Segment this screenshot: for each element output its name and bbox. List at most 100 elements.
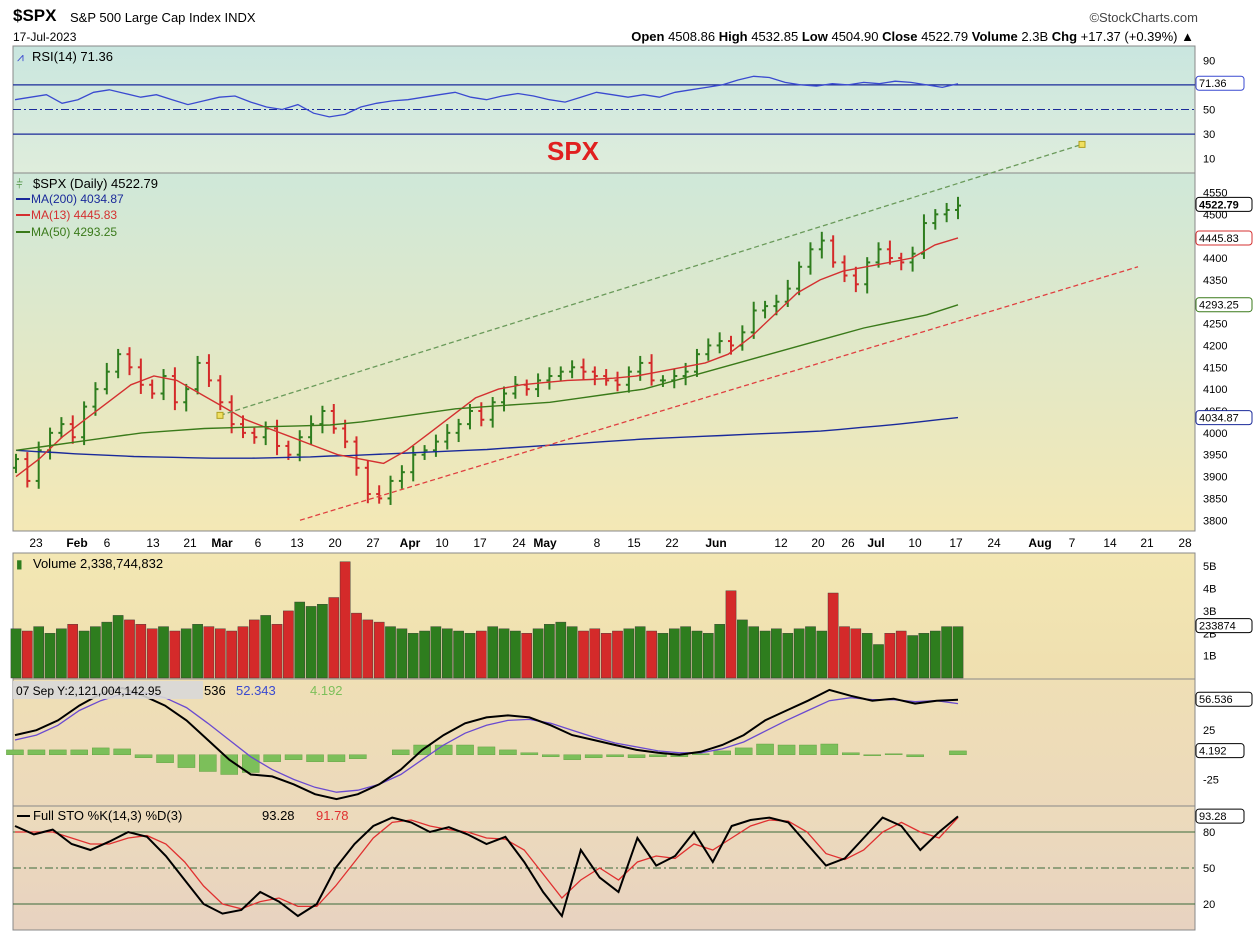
macd-hist-bar-9 xyxy=(199,754,217,772)
macd-hist-bar-27 xyxy=(584,754,603,758)
volume-bar-61 xyxy=(703,633,714,679)
macd-hist-bar-37 xyxy=(799,744,817,756)
rsi-legend: RSI(14) 71.36 xyxy=(32,49,113,64)
x-tick-1: Feb xyxy=(66,536,87,550)
volume-bar-60 xyxy=(691,630,703,679)
volume-bar-0 xyxy=(10,628,22,679)
volume-bar-33 xyxy=(385,626,396,679)
volume-bar-57 xyxy=(657,633,669,679)
x-tick-29: 21 xyxy=(1140,536,1154,550)
sto-tick-1: 50 xyxy=(1203,863,1215,875)
macd-hist-bar-1 xyxy=(27,749,46,756)
volume-bar-81 xyxy=(930,630,941,679)
volume-bar-74 xyxy=(850,628,862,679)
macd-tick-1: 25 xyxy=(1203,725,1215,737)
volume-bar-34 xyxy=(396,628,408,679)
volume-last-box xyxy=(1195,618,1253,634)
macd-hist-bar-35 xyxy=(756,743,774,756)
ma13-legend: MA(13) 4445.83 xyxy=(31,208,117,222)
macd-hist-bar-3 xyxy=(70,749,88,756)
price-legend: $SPX (Daily) 4522.79 xyxy=(33,176,158,191)
volume-bar-39 xyxy=(453,630,464,679)
macd-hist-bar-12 xyxy=(263,754,281,762)
macd-hist-bar-39 xyxy=(842,752,860,755)
macd-tooltip-box xyxy=(13,681,203,699)
volume-bar-23 xyxy=(271,624,283,679)
volume-bar-40 xyxy=(464,633,476,679)
volume-bar-20 xyxy=(237,626,249,679)
volume-bar-76 xyxy=(873,644,884,679)
chart-date: 17-Jul-2023 xyxy=(13,30,77,44)
macd-hist-bar-36 xyxy=(777,744,796,756)
volume-tick-2: 3B xyxy=(1203,606,1216,618)
macd-hist-bar-4 xyxy=(91,747,110,756)
spx-annotation: SPX xyxy=(547,136,600,166)
x-tick-6: 6 xyxy=(255,536,262,550)
price-tick-4: 4350 xyxy=(1203,275,1227,287)
volume-bar-49 xyxy=(566,626,578,679)
x-tick-7: 13 xyxy=(290,536,304,550)
sto-tick-2: 20 xyxy=(1203,899,1215,911)
macd-hist-bar-42 xyxy=(906,754,924,757)
x-tick-11: 10 xyxy=(435,536,449,550)
volume-bar-70 xyxy=(805,626,816,679)
stochastic-legend-k: 93.28 xyxy=(262,808,295,823)
lower-trendline xyxy=(299,266,1139,521)
macd-hist-bar-40 xyxy=(863,754,882,756)
macd-hist-bar-34 xyxy=(734,747,753,756)
rsi-legend-icon: ⩘ xyxy=(17,50,24,64)
volume-bar-66 xyxy=(759,630,771,679)
macd-hist-last-label: 4.192 xyxy=(1199,746,1227,758)
volume-bar-56 xyxy=(646,630,657,679)
macd-hist-last-box xyxy=(1195,743,1245,759)
macd-hist-bar-0 xyxy=(6,749,24,756)
ma200-last-box xyxy=(1195,410,1253,426)
volume-bar-6 xyxy=(78,630,90,679)
price-tick-1: 4500 xyxy=(1203,209,1227,221)
ma50-legend: MA(50) 4293.25 xyxy=(31,225,117,239)
price-tick-14: 3850 xyxy=(1203,493,1227,505)
sto-last-box xyxy=(1195,808,1245,824)
x-tick-24: 17 xyxy=(949,536,963,550)
volume-bar-32 xyxy=(373,621,385,679)
macd-hist-bar-18 xyxy=(392,749,410,756)
volume-bar-1 xyxy=(22,630,33,679)
rsi-line xyxy=(14,75,959,118)
ohlc-bar: Open 4508.86 High 4532.85 Low 4504.90 Cl… xyxy=(631,29,1194,44)
x-tick-18: Jun xyxy=(705,536,726,550)
volume-bar-43 xyxy=(498,628,510,679)
macd-legend-signal: 52.343 xyxy=(236,683,276,698)
macd-hist-bar-33 xyxy=(713,750,732,756)
x-tick-20: 20 xyxy=(811,536,825,550)
macd-hist-bar-15 xyxy=(327,754,346,762)
macd-legend-hist: 4.192 xyxy=(310,683,343,698)
volume-bar-77 xyxy=(884,633,896,679)
x-tick-12: 17 xyxy=(473,536,487,550)
volume-bar-2 xyxy=(33,626,44,679)
chart-header: $SPX S&P 500 Large Cap Index INDX 17-Jul… xyxy=(0,0,1254,46)
macd-tooltip: 07 Sep Y:2,121,004,142.95 xyxy=(16,684,162,698)
upper-trendline xyxy=(219,143,1083,416)
price-legend-icon: ⫩ xyxy=(16,177,23,191)
volume-bar-45 xyxy=(521,633,532,679)
x-tick-10: Apr xyxy=(400,536,421,550)
volume-bar-72 xyxy=(827,592,839,679)
price-tick-0: 4550 xyxy=(1203,187,1227,199)
price-tick-15: 3800 xyxy=(1203,515,1227,527)
macd-signal-line xyxy=(14,692,959,793)
volume-bar-55 xyxy=(634,626,646,679)
volume-bar-41 xyxy=(476,630,487,679)
rsi-tick-3: 30 xyxy=(1203,129,1215,141)
volume-legend: Volume 2,338,744,832 xyxy=(33,556,163,571)
ma13-last-label: 4445.83 xyxy=(1199,233,1239,245)
volume-bar-27 xyxy=(317,604,328,679)
volume-bar-5 xyxy=(67,624,78,679)
rsi-tick-4: 10 xyxy=(1203,154,1215,166)
volume-bar-82 xyxy=(941,626,952,679)
sto-d-line xyxy=(15,817,959,910)
volume-bar-80 xyxy=(918,633,930,679)
macd-hist-bar-41 xyxy=(884,753,903,755)
x-tick-27: 7 xyxy=(1069,536,1076,550)
x-tick-4: 21 xyxy=(183,536,197,550)
